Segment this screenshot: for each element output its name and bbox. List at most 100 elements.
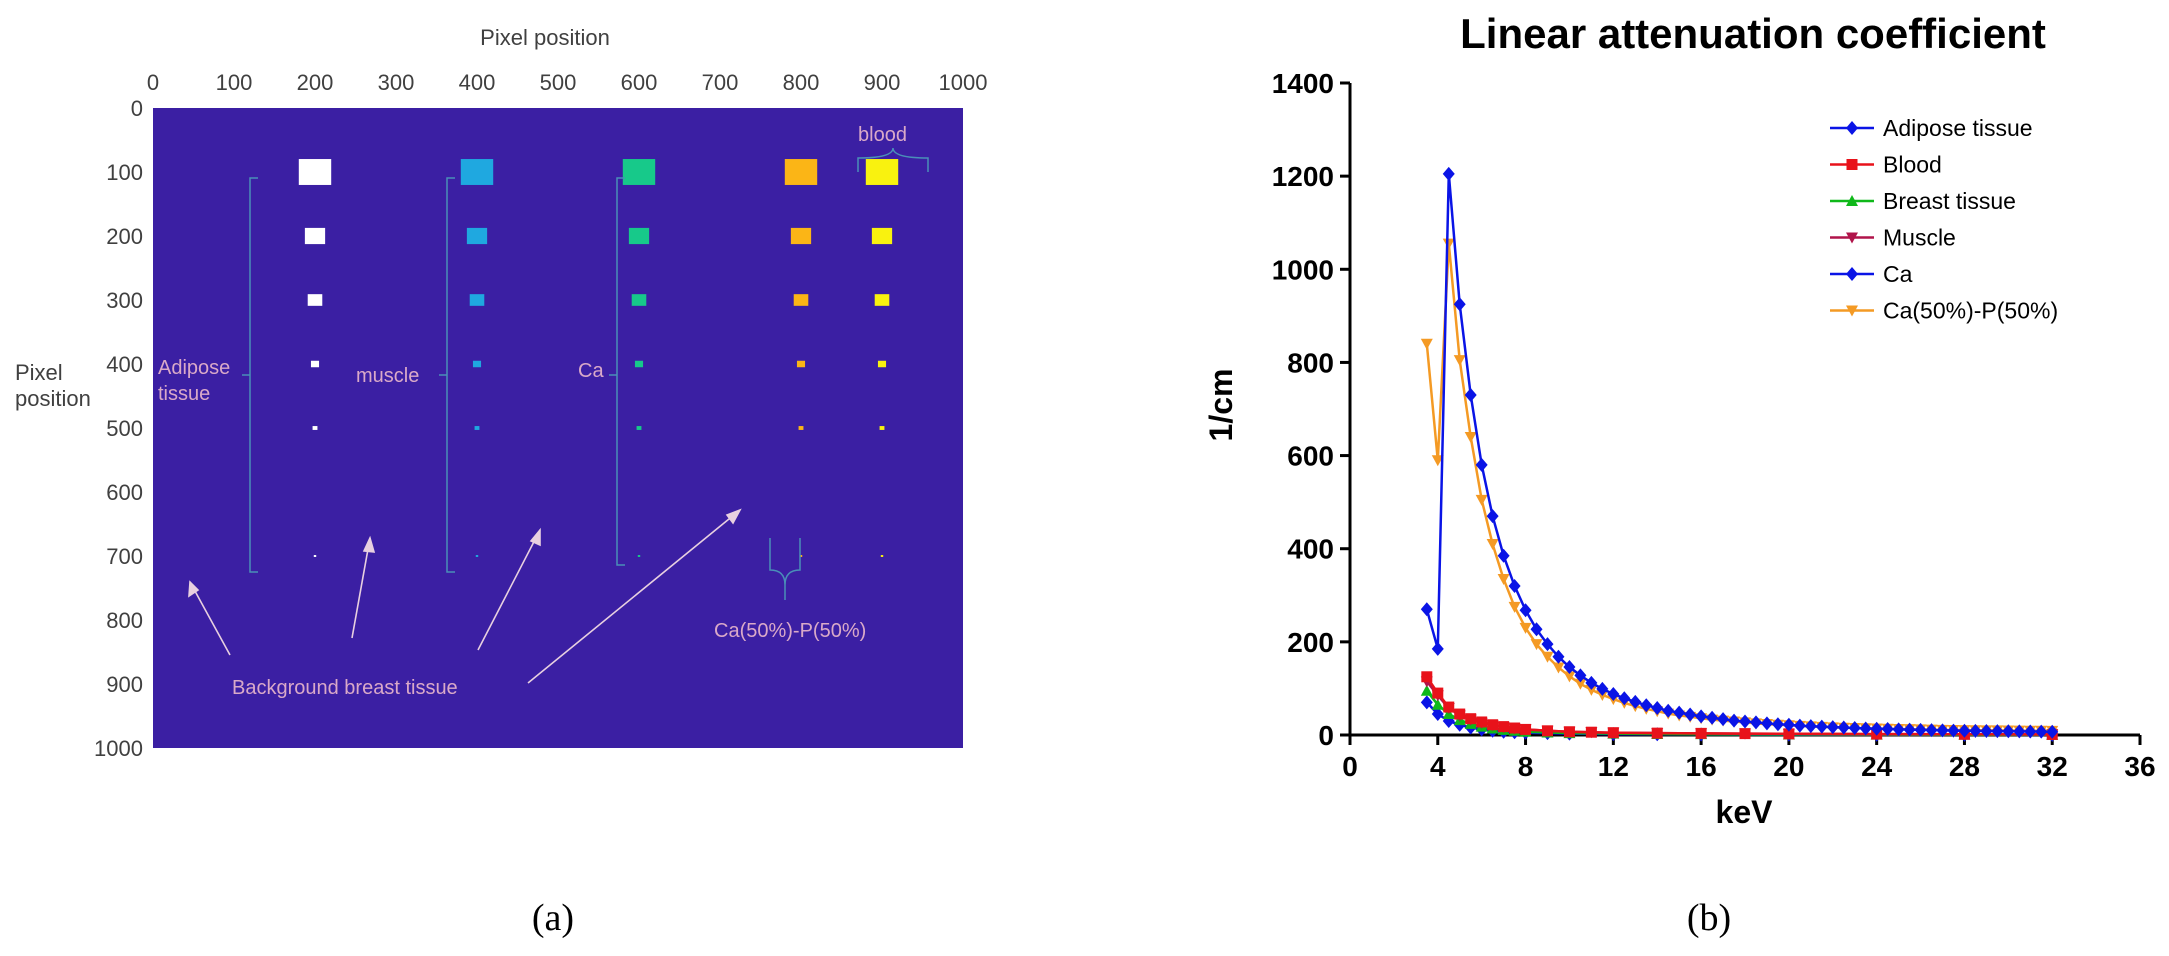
y-tick-label: 100 bbox=[106, 160, 143, 185]
y-tick-label: 500 bbox=[106, 416, 143, 441]
data-point bbox=[1585, 726, 1597, 738]
data-point bbox=[1431, 455, 1444, 467]
legend-item-muscle: Muscle bbox=[1830, 225, 1956, 251]
data-point bbox=[1454, 708, 1466, 720]
data-point bbox=[1563, 671, 1576, 683]
chart-title: Linear attenuation coefficient bbox=[1460, 10, 2046, 57]
data-point bbox=[1760, 716, 1773, 731]
arrow-group bbox=[188, 508, 742, 684]
brace-group bbox=[242, 147, 929, 600]
data-point bbox=[2035, 724, 2048, 739]
data-point bbox=[1848, 721, 1861, 736]
data-point bbox=[1475, 494, 1488, 506]
data-point bbox=[1508, 601, 1521, 613]
data-point bbox=[2024, 724, 2037, 739]
data-point bbox=[1420, 602, 1433, 617]
ca-p-brace bbox=[769, 538, 801, 600]
insert-ca-p bbox=[796, 360, 806, 368]
data-point bbox=[1903, 722, 1916, 737]
muscle-label: muscle bbox=[356, 365, 419, 387]
data-point bbox=[1519, 603, 1532, 618]
insert-adipose bbox=[310, 360, 320, 368]
insert-adipose bbox=[313, 555, 317, 557]
insert-adipose bbox=[304, 227, 326, 245]
data-point bbox=[1497, 573, 1510, 585]
y-tick-label: 1400 bbox=[1272, 68, 1334, 99]
background-arrow-1 bbox=[189, 581, 231, 656]
series-ca bbox=[1420, 166, 2059, 739]
y-axis-label: 1/cm bbox=[1203, 369, 1239, 442]
data-point bbox=[1574, 678, 1587, 690]
legend-label: Blood bbox=[1883, 152, 1942, 178]
x-tick-label: 0 bbox=[1342, 751, 1358, 782]
insert-adipose bbox=[307, 294, 323, 306]
x-tick-label: 800 bbox=[783, 70, 820, 95]
data-point bbox=[1936, 723, 1949, 738]
series-line bbox=[1425, 173, 2053, 733]
data-point bbox=[1552, 649, 1565, 664]
x-tick-label: 200 bbox=[297, 70, 334, 95]
insert-ca bbox=[631, 294, 647, 306]
data-point bbox=[1475, 457, 1488, 472]
chart-series bbox=[1420, 166, 2059, 742]
data-point bbox=[1914, 722, 1927, 737]
adipose-label-line2: tissue bbox=[158, 383, 210, 405]
data-point bbox=[1717, 712, 1730, 727]
legend-marker bbox=[1846, 159, 1858, 170]
insert-muscle bbox=[466, 227, 488, 245]
data-point bbox=[1530, 639, 1543, 651]
y-tick-label: 1000 bbox=[94, 736, 143, 761]
blood-brace bbox=[857, 147, 929, 172]
data-point bbox=[1859, 721, 1872, 736]
data-point bbox=[2013, 724, 2026, 739]
legend-marker bbox=[1846, 195, 1858, 206]
data-point bbox=[1706, 710, 1719, 725]
data-point bbox=[1465, 713, 1477, 725]
data-point bbox=[1431, 707, 1444, 722]
arrowhead-2 bbox=[362, 535, 376, 553]
data-point bbox=[1585, 675, 1598, 690]
insert-blood bbox=[877, 360, 887, 368]
x-tick-label: 24 bbox=[1861, 751, 1893, 782]
muscle-brace bbox=[439, 177, 455, 573]
arrowhead-1 bbox=[188, 580, 200, 598]
data-point bbox=[1958, 723, 1971, 738]
data-point bbox=[1607, 687, 1620, 702]
data-point bbox=[1651, 727, 1663, 739]
data-point bbox=[1629, 694, 1642, 709]
x-tick-label: 12 bbox=[1598, 751, 1629, 782]
data-point bbox=[1826, 720, 1839, 735]
y-tick-label: 1000 bbox=[1272, 254, 1334, 285]
adipose-label-line1: Adipose bbox=[158, 357, 230, 379]
data-point bbox=[1486, 509, 1499, 524]
data-point bbox=[1783, 728, 1795, 740]
data-point bbox=[1585, 684, 1598, 696]
data-point bbox=[1443, 701, 1455, 713]
y-tick-label: 800 bbox=[1287, 347, 1334, 378]
insert-ca bbox=[637, 555, 641, 557]
y-tick-label: 400 bbox=[106, 352, 143, 377]
insert-ca-p bbox=[784, 159, 818, 185]
insert-muscle bbox=[469, 294, 485, 306]
insert-blood bbox=[880, 555, 884, 557]
data-point bbox=[1487, 719, 1499, 731]
data-point bbox=[1541, 651, 1554, 663]
y-tick-label: 400 bbox=[1287, 534, 1334, 565]
data-point bbox=[1607, 727, 1619, 739]
background-arrow-4 bbox=[527, 509, 741, 684]
y-tick-label: 600 bbox=[1287, 441, 1334, 472]
caption-b: (b) bbox=[1687, 897, 1731, 939]
adipose-brace bbox=[242, 177, 258, 573]
data-point bbox=[1881, 721, 1894, 736]
data-point bbox=[1420, 338, 1433, 350]
insert-blood bbox=[879, 426, 885, 430]
data-point bbox=[1651, 700, 1664, 715]
data-point bbox=[1520, 723, 1532, 735]
legend-marker bbox=[1846, 305, 1858, 317]
data-point bbox=[1782, 717, 1795, 732]
insert-muscle bbox=[472, 360, 482, 368]
x-tick-label: 500 bbox=[540, 70, 577, 95]
data-point bbox=[1563, 726, 1575, 738]
legend-label: Ca bbox=[1883, 261, 1913, 287]
data-point bbox=[1804, 719, 1817, 734]
